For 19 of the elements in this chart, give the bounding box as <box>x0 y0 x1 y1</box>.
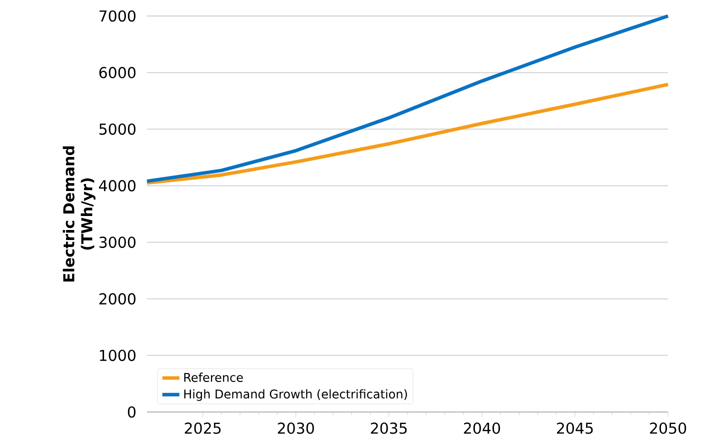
y-tick-label: 4000 <box>99 180 136 192</box>
line-series <box>145 14 670 183</box>
y-axis-title: Electric Demand (TWh/yr) <box>62 146 96 282</box>
x-tick-label: 2030 <box>278 422 314 434</box>
y-tick-label: 7000 <box>100 10 136 22</box>
y-tick-label: 2000 <box>99 293 136 305</box>
y-tick-label: 3000 <box>99 236 136 248</box>
x-tick-label: 2025 <box>184 422 221 434</box>
x-tick-label: 2035 <box>370 422 407 434</box>
legend-label: High Demand Growth (electrification) <box>184 389 407 401</box>
x-tick-label: 2045 <box>556 422 593 434</box>
x-tick-label: 2050 <box>650 422 686 434</box>
legend-label: Reference <box>184 372 243 382</box>
line-series <box>145 82 670 185</box>
y-tick-label: 0 <box>128 406 136 418</box>
y-tick-label: 5000 <box>99 123 136 135</box>
y-tick-label: 1000 <box>100 350 136 362</box>
x-tick-label: 2040 <box>464 422 500 434</box>
y-tick-label: 6000 <box>99 66 136 78</box>
